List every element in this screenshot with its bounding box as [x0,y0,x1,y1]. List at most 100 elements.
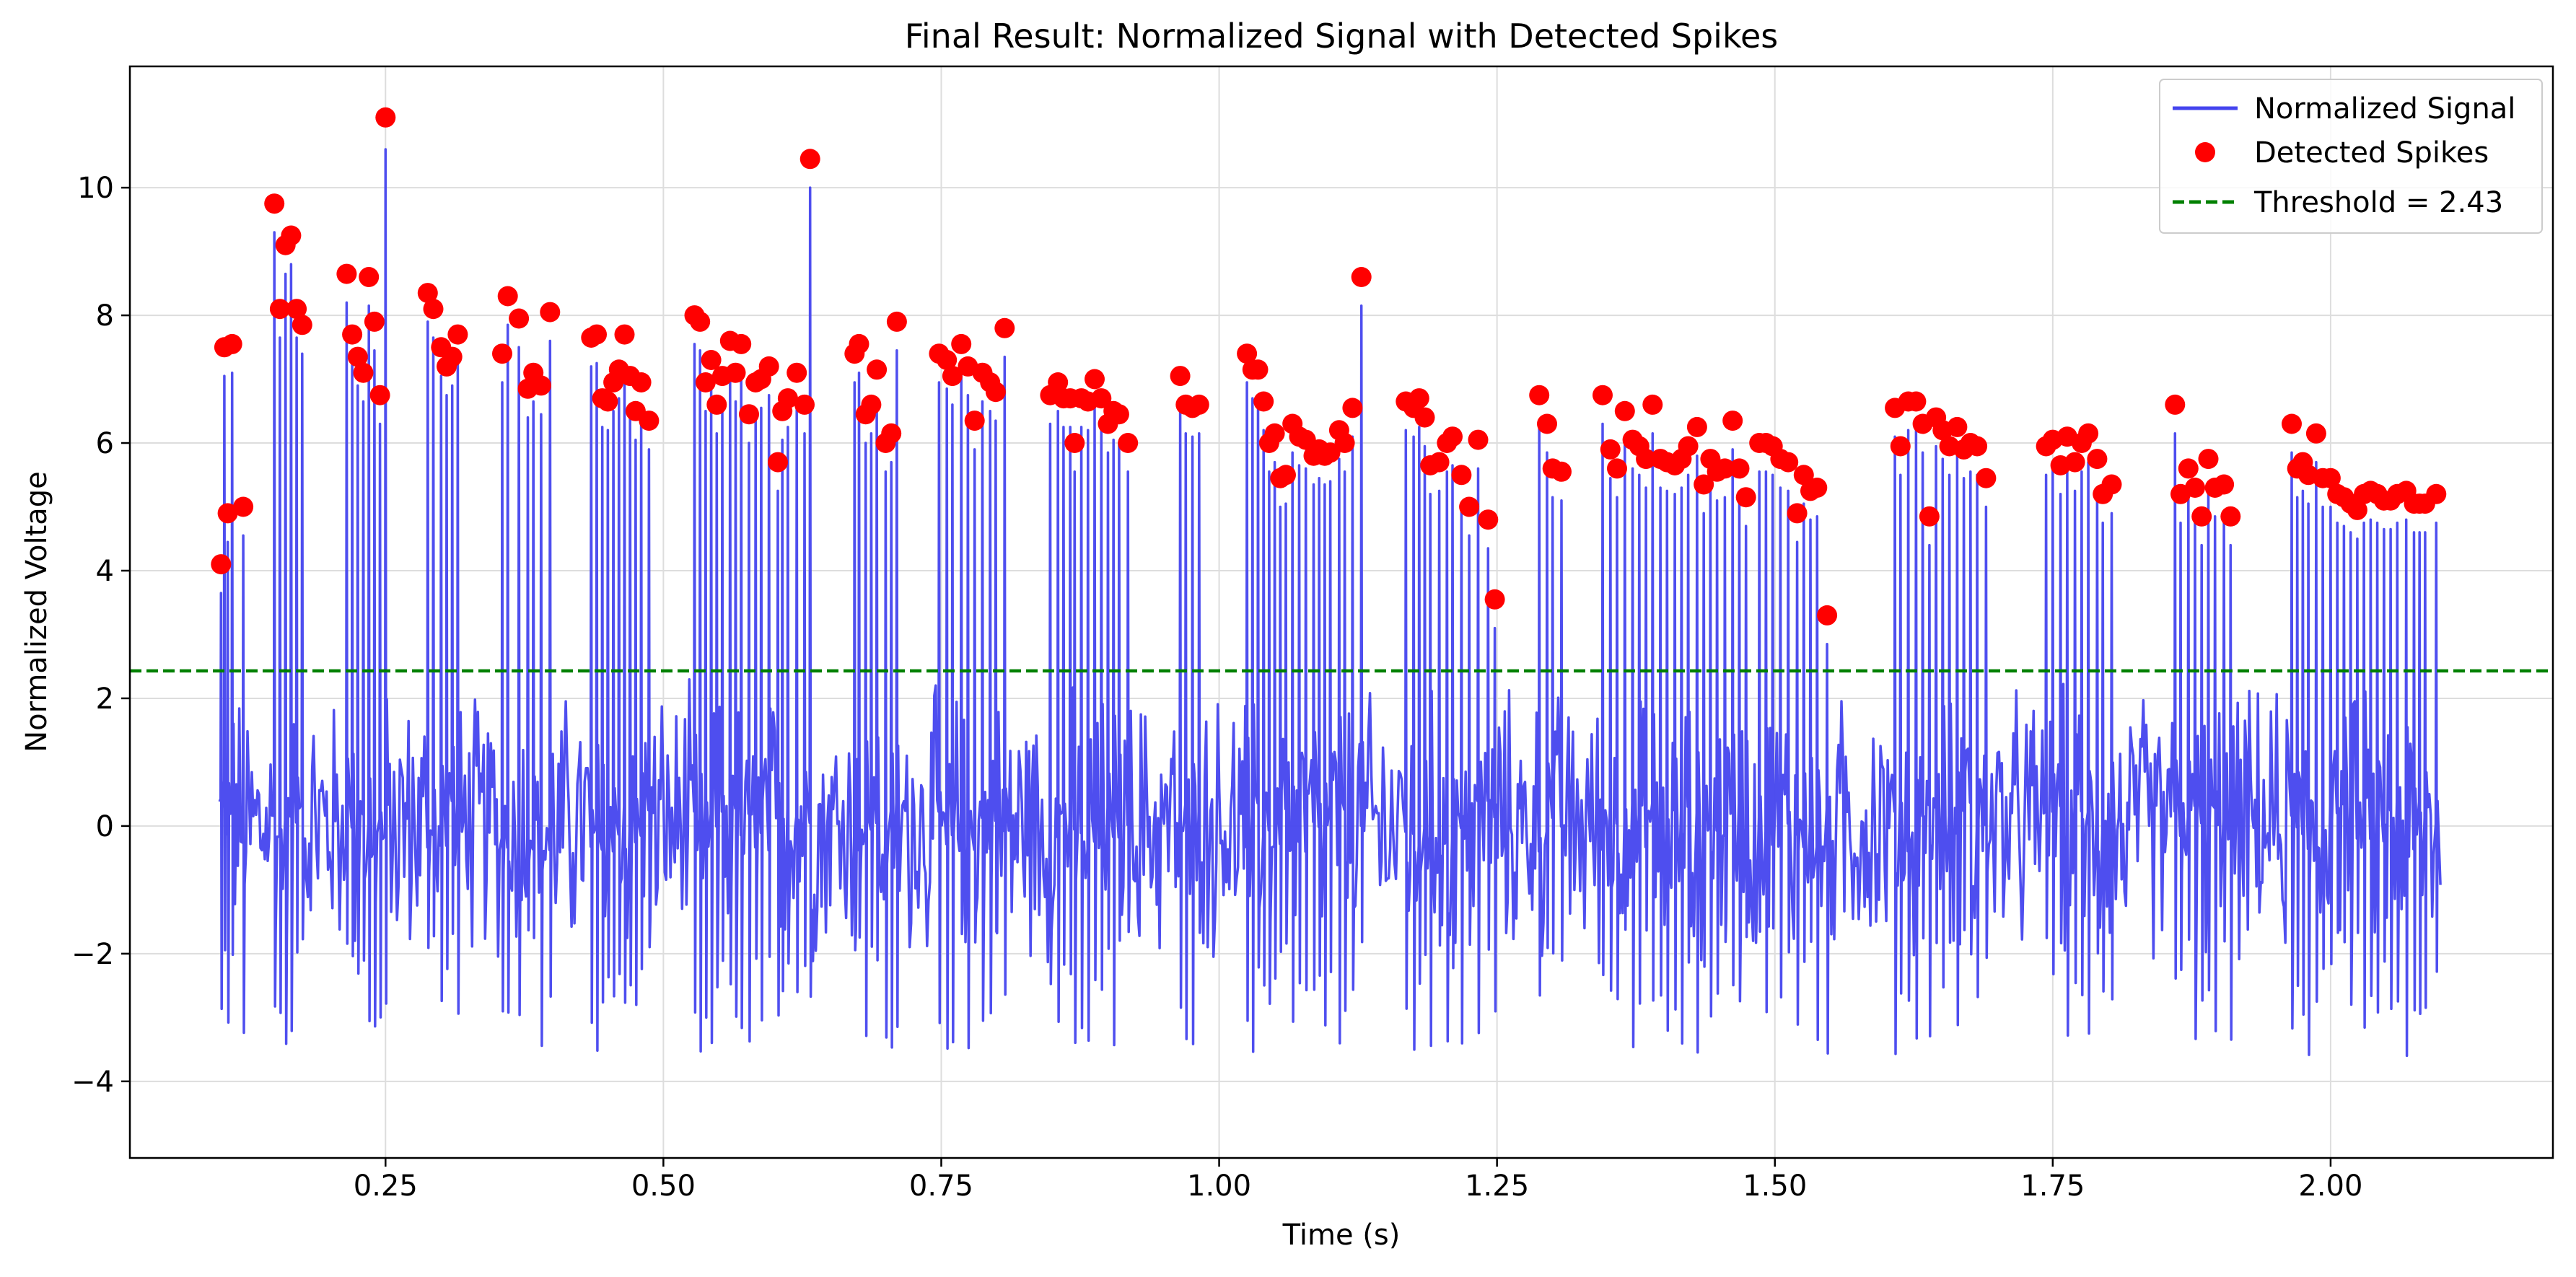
x-tick-label: 1.75 [2020,1170,2085,1203]
spike-point [1678,436,1699,457]
spike-point [695,372,716,392]
x-tick-label: 0.50 [631,1170,696,1203]
spike-point [1170,366,1191,387]
spike-point [2178,458,2199,479]
spike-point [1237,343,1258,364]
spike-point [2214,474,2235,495]
spike-point [264,193,285,214]
spike-point [2087,449,2108,470]
spike-point [886,311,907,332]
spike-point [530,375,551,396]
spike-point [369,385,390,405]
spike-point [994,317,1015,338]
spike-point [2198,449,2219,470]
spike-point [639,411,660,431]
spike-point [1694,474,1714,495]
spike-point [951,333,972,354]
spike-point [2101,474,2122,495]
x-tick-label: 0.25 [354,1170,418,1203]
spike-point [1778,452,1799,473]
spike-point [1320,442,1341,463]
spike-point [758,356,779,377]
spike-point [701,350,722,370]
y-axis-label: Normalized Voltage [20,471,53,752]
spike-point [447,324,468,345]
spike-point [2165,394,2186,415]
spike-point [2220,506,2241,527]
y-tick-label: 0 [96,810,114,843]
spike-point [597,391,618,412]
y-tick-label: 10 [77,172,114,205]
spike-point [1414,407,1435,428]
x-axis-label: Time (s) [1282,1219,1401,1252]
y-tick-label: 8 [96,299,114,333]
spike-point [1468,429,1489,450]
spike-point [587,324,607,345]
legend: Normalized Signal Detected Spikes Thresh… [2159,79,2543,234]
spike-point [1064,433,1085,453]
spike-point [1484,589,1505,610]
spike-point [1342,398,1363,418]
x-tick-label: 1.00 [1187,1170,1251,1203]
spike-point [1118,433,1139,453]
spike-point [497,286,518,307]
spike-point [1735,487,1756,508]
spike-point [1967,436,1988,457]
spike-point [222,333,242,354]
spike-point [1714,458,1735,479]
legend-threshold-label: Threshold = 2.43 [2253,186,2503,219]
spike-point [2320,468,2341,488]
spike-point [2064,452,2085,473]
spike-point [1188,394,1209,415]
spike-point [731,333,752,354]
spike-point [336,263,357,284]
spike-point [1551,461,1572,482]
spike-point [509,308,530,329]
spike-point [1976,468,1997,488]
spike-point [364,311,385,332]
legend-spikes-swatch [2195,142,2215,162]
spike-point [1085,369,1105,390]
spike-point [1459,496,1480,517]
spike-point [1600,439,1621,460]
spike-point [1334,433,1355,453]
spike-point [1636,449,1657,470]
tick-layer: 0.25 0.50 0.75 1.00 1.25 1.50 1.75 2.00 −4 −2 0 2 4 6… [71,172,2362,1203]
spike-point [1264,423,1285,444]
axes-frame [128,65,2554,1159]
spike-point [690,311,711,332]
spike-point [964,411,985,431]
spike-point [423,299,444,320]
spike-point [1478,509,1499,530]
spike-point [794,394,815,415]
spike-point [849,333,869,354]
spike-point [1919,506,1940,527]
spike-point [359,267,380,287]
spike-point [1593,385,1613,405]
spike-point [2305,423,2326,444]
spike-point [631,372,652,392]
spike-point [353,362,374,383]
signal-line [218,148,2442,1058]
spike-point [1642,394,1663,415]
spike-point [1048,372,1069,392]
chart-title: Final Result: Normalized Signal with Det… [905,17,1778,56]
spike-point [881,423,902,444]
spike-point [706,394,727,415]
spike-point [2185,478,2205,498]
legend-box [2159,79,2543,234]
legend-spikes-label: Detected Spikes [2254,136,2489,170]
spike-point [1722,411,1743,431]
spike-point [211,554,232,575]
spike-point [867,359,888,380]
spike-point [1276,465,1296,486]
spike-point [937,350,958,370]
spike-point [1091,388,1112,409]
spike-point [1906,391,1927,412]
x-tick-label: 1.50 [1743,1170,1807,1203]
spike-point [1253,391,1274,412]
spike-point [1729,458,1750,479]
x-tick-label: 0.75 [909,1170,973,1203]
